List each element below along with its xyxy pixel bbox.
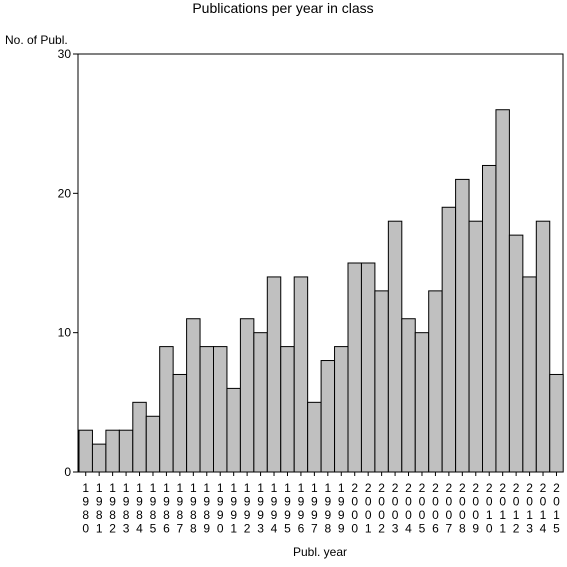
y-tick-label-30: 30 — [58, 47, 72, 61]
bar-1994 — [266, 276, 282, 473]
bar-1995 — [280, 346, 295, 473]
bar-1983 — [118, 429, 134, 473]
bar-1980 — [78, 429, 93, 473]
bar-1989 — [199, 346, 215, 473]
y-tick-label-10: 10 — [58, 326, 72, 340]
bar-2015 — [549, 373, 564, 473]
bar-1986 — [159, 346, 174, 473]
bar-1988 — [186, 318, 201, 473]
bar-1981 — [91, 443, 107, 473]
y-tick-label-0: 0 — [64, 465, 71, 479]
y-axis: 0 10 20 30 — [58, 47, 78, 479]
bar-1997 — [307, 401, 322, 473]
bar-1993 — [253, 332, 268, 473]
bar-2011 — [495, 109, 510, 473]
chart-title: Publications per year in class — [192, 0, 373, 16]
bar-1990 — [213, 346, 228, 473]
bars-group — [78, 109, 564, 473]
y-axis-label: No. of Publ. — [5, 33, 68, 47]
y-tick-label-20: 20 — [58, 186, 72, 200]
bar-1982 — [105, 429, 120, 473]
bar-2006 — [428, 290, 443, 473]
bar-2000 — [347, 262, 362, 473]
bar-2014 — [535, 220, 551, 473]
bar-1996 — [293, 276, 309, 473]
x-axis: 1 9 8 0 1 9 8 1 1 9 8 2 1 9 8 3 1 9 8 4 1 9 8 5 1 9 8 6 1 9 8 7 1 9 8 8 1 9 8 9… — [82, 472, 560, 536]
bar-1998 — [320, 360, 336, 473]
bar-2010 — [482, 164, 497, 473]
bar-1992 — [239, 318, 255, 473]
bar-2008 — [455, 178, 470, 473]
bar-1991 — [226, 387, 241, 473]
bar-2002 — [374, 290, 389, 473]
bar-2007 — [441, 206, 457, 473]
bar-2009 — [468, 220, 483, 473]
bar-2012 — [508, 234, 524, 473]
bar-1984 — [132, 401, 147, 473]
bar-1987 — [172, 373, 188, 473]
bar-1999 — [334, 346, 349, 473]
bar-2003 — [387, 220, 403, 473]
bar-2001 — [360, 262, 376, 473]
bar-2005 — [414, 332, 430, 473]
bar-2013 — [522, 276, 537, 473]
x-axis-label: Publ. year — [293, 545, 347, 559]
bar-2004 — [401, 318, 416, 473]
bar-1985 — [145, 415, 161, 473]
